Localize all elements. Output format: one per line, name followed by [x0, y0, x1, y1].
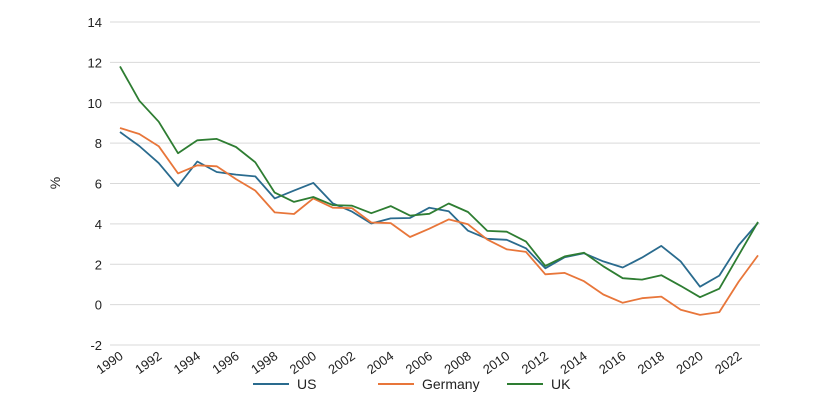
series-lines [119, 65, 759, 316]
y-tick-label: 2 [95, 257, 102, 272]
x-tick-label: 2008 [441, 348, 473, 377]
x-tick-label: 2018 [635, 348, 667, 377]
x-tick-label: 2010 [480, 348, 512, 377]
y-tick-label: 6 [95, 177, 102, 192]
series-line-uk [119, 65, 759, 299]
x-tick-label: 1996 [209, 348, 241, 377]
y-axis-label: % [47, 177, 63, 189]
x-tick-label: 1998 [248, 348, 280, 377]
x-tick-label: 1994 [171, 348, 203, 377]
x-tick-label: 2004 [364, 348, 396, 377]
y-tick-label: 14 [88, 15, 102, 30]
x-tick-label: 1992 [132, 348, 164, 377]
x-tick-label: 2002 [325, 348, 357, 377]
y-tick-label: 12 [88, 55, 102, 70]
legend-label: Germany [422, 376, 480, 392]
y-tick-label: 8 [95, 136, 102, 151]
x-tick-label: 2000 [287, 348, 319, 377]
legend: US Germany UK [253, 376, 571, 392]
y-tick-label: 0 [95, 298, 102, 313]
series-line-germany [119, 127, 759, 316]
x-tick-label: 2014 [557, 348, 589, 377]
y-tick-label: 10 [88, 96, 102, 111]
x-axis-ticks: 1990 1992 1994 1996 1998 2000 2002 2004 2006 2008… [93, 348, 744, 377]
x-tick-label: 2020 [673, 348, 705, 377]
legend-label: UK [551, 376, 571, 392]
x-tick-label: 2022 [712, 348, 744, 377]
legend-label: US [297, 376, 316, 392]
legend-item-uk: UK [507, 376, 571, 392]
y-tick-label: -2 [90, 338, 102, 353]
x-tick-label: 2016 [596, 348, 628, 377]
y-tick-label: 4 [95, 217, 102, 232]
legend-item-us: US [253, 376, 316, 392]
x-tick-label: 2012 [519, 348, 551, 377]
y-axis-ticks: -2 0 2 4 6 8 10 12 14 [88, 15, 102, 353]
legend-item-germany: Germany [378, 376, 480, 392]
x-tick-label: 2006 [403, 348, 435, 377]
gridlines [110, 21, 760, 346]
